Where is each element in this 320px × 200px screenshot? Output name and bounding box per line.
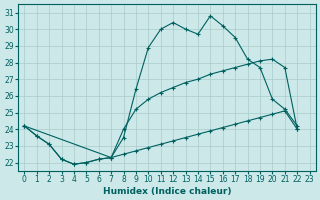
X-axis label: Humidex (Indice chaleur): Humidex (Indice chaleur) (103, 187, 231, 196)
